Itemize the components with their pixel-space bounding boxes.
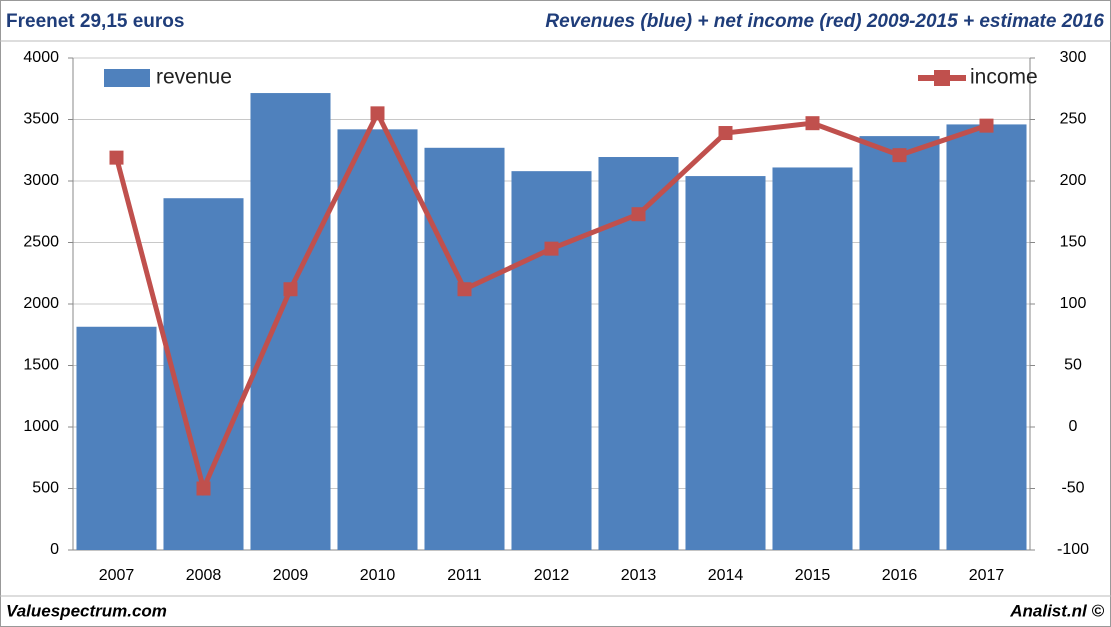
y-tick-label: 1000 [23,418,59,435]
legend-label: revenue [156,66,232,89]
x-tick-label: 2015 [795,567,831,584]
marker [109,150,124,165]
marker [457,282,472,297]
y-tick-label: 0 [50,541,59,558]
marker [631,207,646,222]
marker [544,241,559,256]
y2-tick-label: -50 [1061,480,1084,497]
y2-tick-label: 200 [1060,172,1087,189]
y-tick-label: 4000 [23,49,59,66]
y-tick-label: 2500 [23,234,59,251]
x-tick-label: 2014 [708,567,744,584]
footer-right: Analist.nl © [1009,601,1104,620]
y2-tick-label: 250 [1060,111,1087,128]
marker [892,148,907,163]
y-tick-label: 2000 [23,295,59,312]
chart-title: Freenet 29,15 euros [6,11,184,32]
legend-marker [934,70,950,86]
y-tick-label: 3500 [23,111,59,128]
y-tick-label: 1500 [23,357,59,374]
legend-swatch [104,69,150,87]
x-tick-label: 2013 [621,567,657,584]
footer-left: Valuespectrum.com [6,601,167,620]
marker [196,481,211,496]
y2-tick-label: -100 [1057,541,1089,558]
bar [511,171,592,550]
bar [859,136,940,551]
marker [805,116,820,131]
y-tick-label: 500 [32,480,59,497]
marker [979,118,994,133]
marker [718,126,733,141]
x-tick-label: 2010 [360,567,396,584]
x-tick-label: 2017 [969,567,1005,584]
x-tick-label: 2007 [99,567,135,584]
x-tick-label: 2011 [447,567,482,584]
bar [250,93,331,551]
bar [946,124,1027,551]
chart-subtitle: Revenues (blue) + net income (red) 2009-… [545,11,1104,32]
x-tick-label: 2009 [273,567,309,584]
x-tick-label: 2008 [186,567,222,584]
bar [424,147,505,551]
bar [76,326,157,550]
marker [283,282,298,297]
x-tick-label: 2012 [534,567,570,584]
y2-tick-label: 100 [1060,295,1087,312]
bar [772,167,853,550]
y2-tick-label: 300 [1060,49,1087,66]
y-tick-label: 3000 [23,172,59,189]
x-tick-label: 2016 [882,567,918,584]
y2-tick-label: 0 [1069,418,1078,435]
legend-label: income [970,66,1038,89]
bar [685,176,766,550]
marker [370,106,385,121]
y2-tick-label: 150 [1060,234,1087,251]
bar [337,129,418,550]
y2-tick-label: 50 [1064,357,1082,374]
